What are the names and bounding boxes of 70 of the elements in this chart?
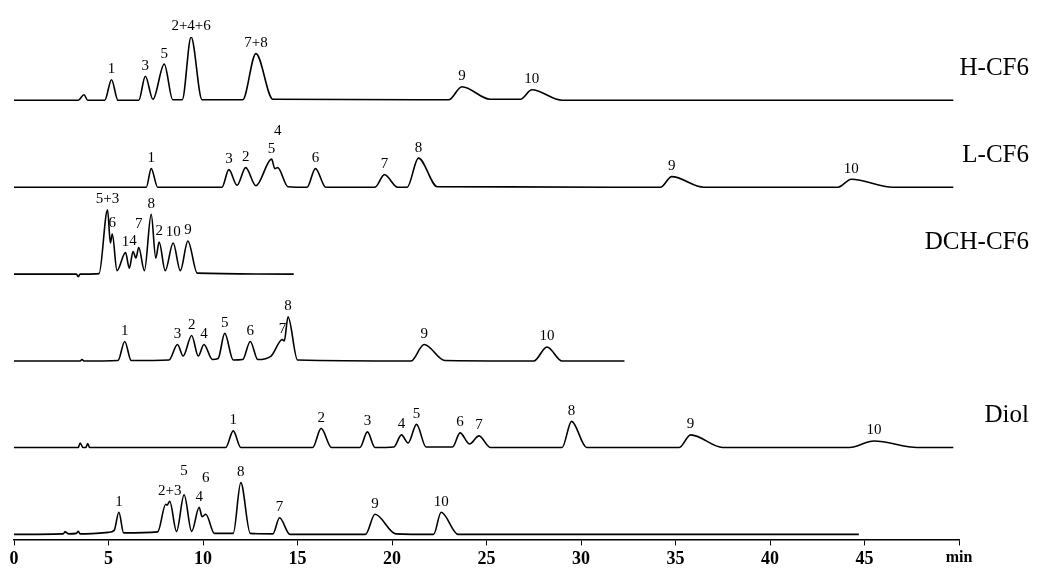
x-tick-label: 10	[194, 547, 212, 568]
annotation: 6	[456, 413, 465, 430]
annotation: 4	[397, 415, 406, 432]
series-label: Diol	[984, 400, 1030, 428]
annotation: 6	[246, 321, 255, 338]
annotation: 1	[115, 492, 123, 509]
annotation: 5	[412, 404, 421, 421]
annotation: 1	[229, 411, 237, 428]
annotation: 5	[160, 44, 169, 61]
annotation: 7	[275, 498, 284, 515]
annotation: 1	[107, 60, 116, 77]
x-axis-title: min	[945, 547, 973, 565]
annotation: 9	[667, 157, 676, 174]
annotation: 4	[195, 487, 204, 504]
annotation: 9	[686, 415, 695, 432]
annotation: 4	[200, 324, 209, 341]
text: DCH-CF6	[924, 226, 1029, 254]
annotation: 9	[420, 324, 428, 341]
annotation: 9	[458, 67, 466, 84]
annotation: 7	[134, 214, 143, 231]
annotation: 7	[475, 416, 484, 433]
annotation: 8	[237, 463, 245, 480]
series-label: L-CF6	[962, 139, 1029, 167]
annotation: 10	[866, 421, 882, 438]
annotation: 8	[414, 138, 423, 155]
annotation: 5	[180, 462, 188, 479]
annotation: 7	[380, 155, 389, 172]
annotation: 3	[141, 56, 150, 73]
x-tick-label: 20	[383, 547, 401, 568]
annotation: 10	[539, 327, 555, 344]
annotation: 4	[129, 231, 138, 248]
annotation: 8	[284, 297, 292, 314]
annotation: 10	[843, 159, 859, 176]
x-tick-label: 0	[9, 547, 19, 568]
annotation: 3	[173, 324, 182, 341]
annotation: 8	[567, 401, 576, 418]
annotation: 1	[147, 149, 155, 166]
annotation: 2	[317, 408, 325, 425]
annotation: 7+8	[244, 34, 268, 51]
annotation: 5	[267, 139, 276, 156]
annotation: 9	[184, 221, 192, 238]
annotation: 3	[363, 412, 372, 429]
annotation: 6	[202, 468, 211, 485]
annotation: 3	[225, 150, 233, 167]
x-tick-label: 30	[572, 547, 590, 568]
x-tick-label: 35	[666, 547, 685, 568]
annotation: 7	[278, 319, 287, 336]
annotation: 6	[311, 149, 320, 166]
annotation: 5+3	[95, 190, 120, 207]
annotation: 8	[147, 194, 155, 211]
series-label: H-CF6	[959, 52, 1029, 80]
x-tick-label: 25	[477, 547, 496, 568]
annotation: 4	[273, 122, 282, 139]
x-tick-label: 45	[855, 547, 874, 568]
annotation: 1	[121, 321, 129, 338]
annotation: 10	[165, 223, 181, 240]
x-tick-label: 40	[761, 547, 779, 568]
annotation: 2	[241, 148, 250, 165]
annotation: 2	[155, 222, 163, 239]
annotation: 10	[524, 70, 540, 87]
annotation: 5	[220, 313, 229, 330]
annotation: 2+3	[158, 481, 182, 498]
annotation: 1	[121, 232, 130, 249]
annotation: 2+4+6	[171, 17, 212, 34]
x-tick-label: 5	[104, 547, 113, 568]
annotation: 9	[371, 494, 379, 511]
annotation: 10	[433, 492, 449, 509]
annotation: 6	[108, 214, 117, 231]
x-tick-label: 15	[288, 547, 307, 568]
annotation: 2	[187, 315, 196, 332]
